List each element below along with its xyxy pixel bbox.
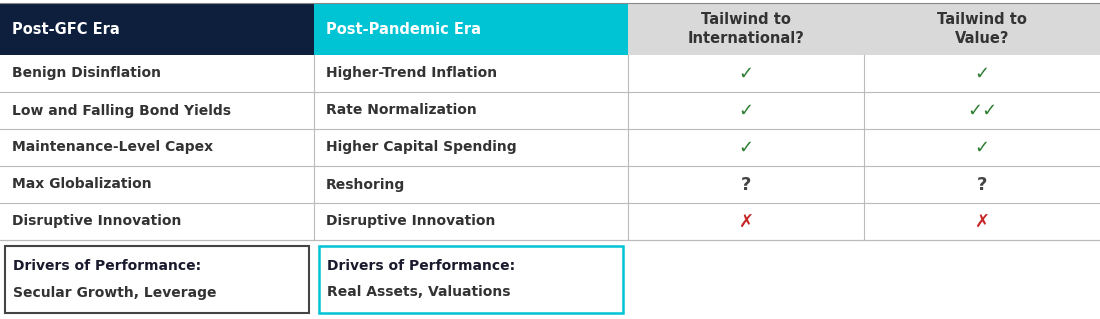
Bar: [314, 3, 628, 55]
Text: ✓: ✓: [975, 64, 990, 83]
Bar: [864, 3, 1100, 55]
Text: Disruptive Innovation: Disruptive Innovation: [326, 214, 495, 228]
Text: Max Globalization: Max Globalization: [12, 177, 152, 191]
Text: Rate Normalization: Rate Normalization: [326, 103, 476, 117]
Text: Higher Capital Spending: Higher Capital Spending: [326, 140, 517, 154]
Text: Disruptive Innovation: Disruptive Innovation: [12, 214, 182, 228]
Text: ✓: ✓: [738, 101, 754, 120]
Text: Maintenance-Level Capex: Maintenance-Level Capex: [12, 140, 213, 154]
Text: Post-GFC Era: Post-GFC Era: [12, 21, 120, 36]
Text: ✓: ✓: [738, 64, 754, 83]
Bar: [319, 246, 623, 313]
Text: ✗: ✗: [738, 212, 754, 231]
Text: ✗: ✗: [975, 212, 990, 231]
Text: Drivers of Performance:: Drivers of Performance:: [13, 259, 201, 273]
Text: Reshoring: Reshoring: [326, 177, 405, 191]
Text: ✓: ✓: [738, 138, 754, 157]
Bar: [6, 246, 309, 313]
Text: ✓✓: ✓✓: [967, 101, 997, 120]
Text: Benign Disinflation: Benign Disinflation: [12, 66, 161, 80]
Text: Post-Pandemic Era: Post-Pandemic Era: [326, 21, 481, 36]
Text: Tailwind to
International?: Tailwind to International?: [688, 11, 804, 46]
Text: Real Assets, Valuations: Real Assets, Valuations: [327, 286, 510, 300]
Bar: [0, 3, 314, 55]
Text: ✓: ✓: [975, 138, 990, 157]
Text: Secular Growth, Leverage: Secular Growth, Leverage: [13, 286, 217, 300]
Text: Low and Falling Bond Yields: Low and Falling Bond Yields: [12, 103, 231, 117]
Text: Tailwind to
Value?: Tailwind to Value?: [937, 11, 1027, 46]
Text: ?: ?: [977, 175, 987, 194]
Text: Higher-Trend Inflation: Higher-Trend Inflation: [326, 66, 497, 80]
Bar: [628, 3, 864, 55]
Text: ?: ?: [740, 175, 751, 194]
Text: Drivers of Performance:: Drivers of Performance:: [327, 259, 515, 273]
